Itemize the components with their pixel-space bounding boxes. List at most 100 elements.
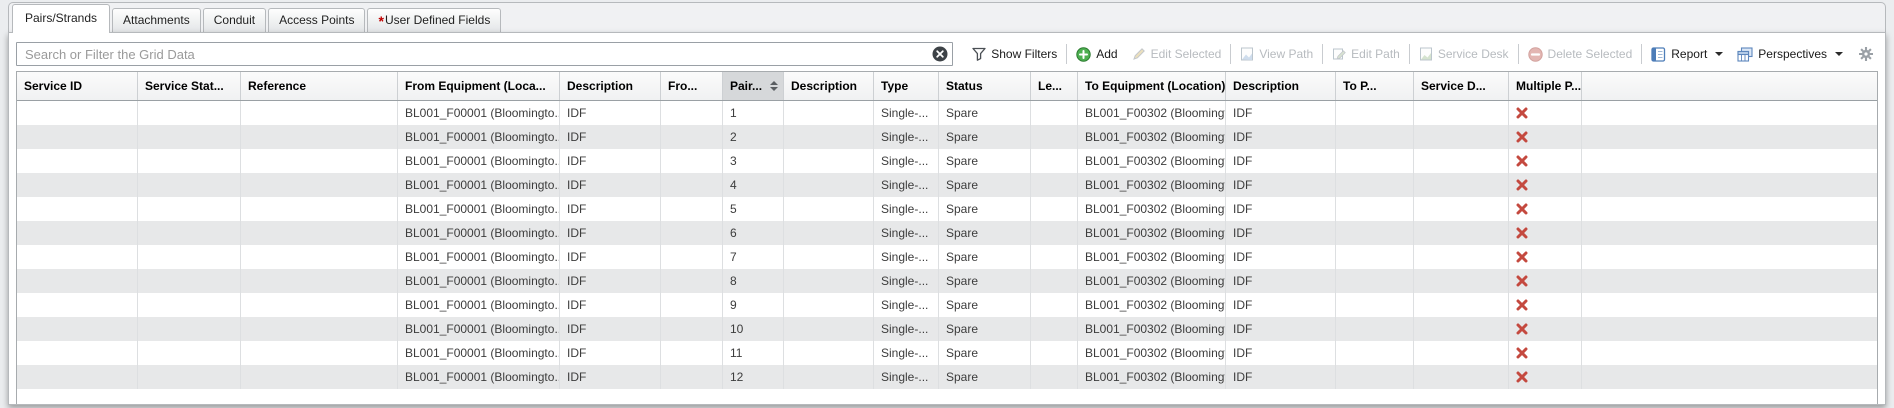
column-header-service_id[interactable]: Service ID bbox=[17, 72, 138, 100]
cell-filler bbox=[1582, 173, 1877, 197]
table-row[interactable]: BL001_F00001 (Bloomingto... IDF 4 Single-..… bbox=[17, 173, 1877, 197]
cell-type: Single-... bbox=[874, 365, 939, 389]
column-label: Pair... bbox=[730, 79, 763, 93]
cell-to_equipment: BL001_F00302 (Bloomingto... bbox=[1078, 221, 1226, 245]
report-button[interactable]: Report bbox=[1644, 42, 1730, 66]
grid-settings-button[interactable] bbox=[1850, 42, 1878, 66]
add-button[interactable]: Add bbox=[1069, 42, 1124, 66]
edit-selected-button[interactable]: Edit Selected bbox=[1125, 42, 1229, 66]
clear-search-icon[interactable] bbox=[932, 46, 948, 62]
edit-selected-label: Edit Selected bbox=[1150, 47, 1222, 61]
tab-access-points[interactable]: Access Points bbox=[268, 8, 366, 32]
column-header-service_d[interactable]: Service D... bbox=[1414, 72, 1509, 100]
cell-pair: 2 bbox=[723, 125, 784, 149]
column-label: Service D... bbox=[1421, 79, 1486, 93]
column-header-reference[interactable]: Reference bbox=[241, 72, 398, 100]
cell-reference bbox=[241, 245, 398, 269]
table-row[interactable]: BL001_F00001 (Bloomingto... IDF 7 Single-..… bbox=[17, 245, 1877, 269]
multiple-paths-x-icon bbox=[1516, 107, 1528, 119]
column-header-multiple_p[interactable]: Multiple P... bbox=[1509, 72, 1582, 100]
show-filters-button[interactable]: Show Filters bbox=[965, 42, 1064, 66]
service-desk-button[interactable]: Service Desk bbox=[1412, 42, 1516, 66]
cell-pair: 6 bbox=[723, 221, 784, 245]
cell-length bbox=[1031, 293, 1078, 317]
multiple-paths-x-icon bbox=[1516, 251, 1528, 263]
column-header-type[interactable]: Type bbox=[874, 72, 939, 100]
cell-to_p bbox=[1336, 197, 1414, 221]
table-row[interactable]: BL001_F00001 (Bloomingto... IDF 12 Single-.… bbox=[17, 365, 1877, 389]
service-desk-icon bbox=[1419, 47, 1433, 61]
cell-service_status bbox=[138, 197, 241, 221]
cell-type: Single-... bbox=[874, 221, 939, 245]
column-header-length[interactable]: Le... bbox=[1031, 72, 1078, 100]
cell-to_equipment: BL001_F00302 (Bloomingto... bbox=[1078, 317, 1226, 341]
table-row[interactable]: BL001_F00001 (Bloomingto... IDF 1 Single-..… bbox=[17, 101, 1877, 125]
cell-to_p bbox=[1336, 173, 1414, 197]
tab-attachments[interactable]: Attachments bbox=[112, 8, 201, 32]
tab-user-defined-fields[interactable]: * User Defined Fields bbox=[367, 8, 502, 32]
cell-filler bbox=[1582, 101, 1877, 125]
table-row[interactable]: BL001_F00001 (Bloomingto... IDF 6 Single-..… bbox=[17, 221, 1877, 245]
column-header-filler bbox=[1582, 72, 1877, 100]
column-header-pair[interactable]: Pair... bbox=[723, 72, 784, 100]
cell-length bbox=[1031, 101, 1078, 125]
multiple-paths-x-icon bbox=[1516, 203, 1528, 215]
table-row[interactable]: BL001_F00001 (Bloomingto... IDF 2 Single-..… bbox=[17, 125, 1877, 149]
column-label: From Equipment (Loca... bbox=[405, 79, 546, 93]
grid-header: Service ID Service Stat... Reference From E… bbox=[17, 72, 1877, 101]
edit-path-button[interactable]: Edit Path bbox=[1325, 42, 1407, 66]
tab-pairs-strands[interactable]: Pairs/Strands bbox=[12, 4, 111, 33]
cell-to_p bbox=[1336, 221, 1414, 245]
cell-length bbox=[1031, 173, 1078, 197]
table-row[interactable]: BL001_F00001 (Bloomingto... IDF 8 Single-..… bbox=[17, 269, 1877, 293]
column-header-status[interactable]: Status bbox=[939, 72, 1031, 100]
column-header-service_status[interactable]: Service Stat... bbox=[138, 72, 241, 100]
tab-label: Attachments bbox=[123, 13, 190, 27]
perspectives-button[interactable]: Perspectives bbox=[1730, 42, 1850, 66]
cell-from_description: IDF bbox=[560, 293, 661, 317]
cell-from_equipment: BL001_F00001 (Bloomingto... bbox=[398, 293, 560, 317]
filter-funnel-icon bbox=[972, 47, 986, 61]
search-input[interactable] bbox=[16, 42, 954, 66]
tab-conduit[interactable]: Conduit bbox=[202, 8, 267, 32]
column-label: Fro... bbox=[668, 79, 698, 93]
tab-strip: Pairs/Strands Attachments Conduit Access… bbox=[8, 2, 1886, 33]
toolbar: Show Filters Add Edit Selected View Path bbox=[16, 41, 1878, 67]
cell-type: Single-... bbox=[874, 125, 939, 149]
report-label: Report bbox=[1671, 47, 1708, 61]
column-header-from_description[interactable]: Description bbox=[560, 72, 661, 100]
cell-from_equipment: BL001_F00001 (Bloomingto... bbox=[398, 197, 560, 221]
cell-from_equipment: BL001_F00001 (Bloomingto... bbox=[398, 173, 560, 197]
view-path-button[interactable]: View Path bbox=[1233, 42, 1320, 66]
column-header-to_p[interactable]: To P... bbox=[1336, 72, 1414, 100]
cell-to_equipment: BL001_F00302 (Bloomingto... bbox=[1078, 173, 1226, 197]
cell-status: Spare bbox=[939, 125, 1031, 149]
cell-status: Spare bbox=[939, 101, 1031, 125]
cell-filler bbox=[1582, 317, 1877, 341]
table-row[interactable]: BL001_F00001 (Bloomingto... IDF 5 Single-..… bbox=[17, 197, 1877, 221]
table-row[interactable]: BL001_F00001 (Bloomingto... IDF 3 Single-..… bbox=[17, 149, 1877, 173]
column-header-to_equipment[interactable]: To Equipment (Location) bbox=[1078, 72, 1226, 100]
toolbar-separator bbox=[1066, 44, 1068, 64]
show-filters-label: Show Filters bbox=[991, 47, 1058, 61]
cell-from_equipment: BL001_F00001 (Bloomingto... bbox=[398, 269, 560, 293]
table-row[interactable]: BL001_F00001 (Bloomingto... IDF 9 Single-..… bbox=[17, 293, 1877, 317]
delete-selected-button[interactable]: Delete Selected bbox=[1521, 42, 1640, 66]
delete-minus-icon bbox=[1527, 46, 1543, 62]
table-row[interactable]: BL001_F00001 (Bloomingto... IDF 10 Single-.… bbox=[17, 317, 1877, 341]
column-header-pair_description[interactable]: Description bbox=[784, 72, 874, 100]
cell-pair: 9 bbox=[723, 293, 784, 317]
cell-type: Single-... bbox=[874, 197, 939, 221]
cell-length bbox=[1031, 125, 1078, 149]
toolbar-separator bbox=[1408, 44, 1410, 64]
cell-status: Spare bbox=[939, 317, 1031, 341]
search-field-wrap bbox=[16, 42, 954, 66]
cell-service_status bbox=[138, 221, 241, 245]
cell-pair_description bbox=[784, 365, 874, 389]
table-row[interactable]: BL001_F00001 (Bloomingto... IDF 11 Single-.… bbox=[17, 341, 1877, 365]
required-asterisk-icon: * bbox=[378, 13, 384, 29]
column-header-from_p[interactable]: Fro... bbox=[661, 72, 723, 100]
cell-from_equipment: BL001_F00001 (Bloomingto... bbox=[398, 221, 560, 245]
column-header-to_description[interactable]: Description bbox=[1226, 72, 1336, 100]
column-header-from_equipment[interactable]: From Equipment (Loca... bbox=[398, 72, 560, 100]
